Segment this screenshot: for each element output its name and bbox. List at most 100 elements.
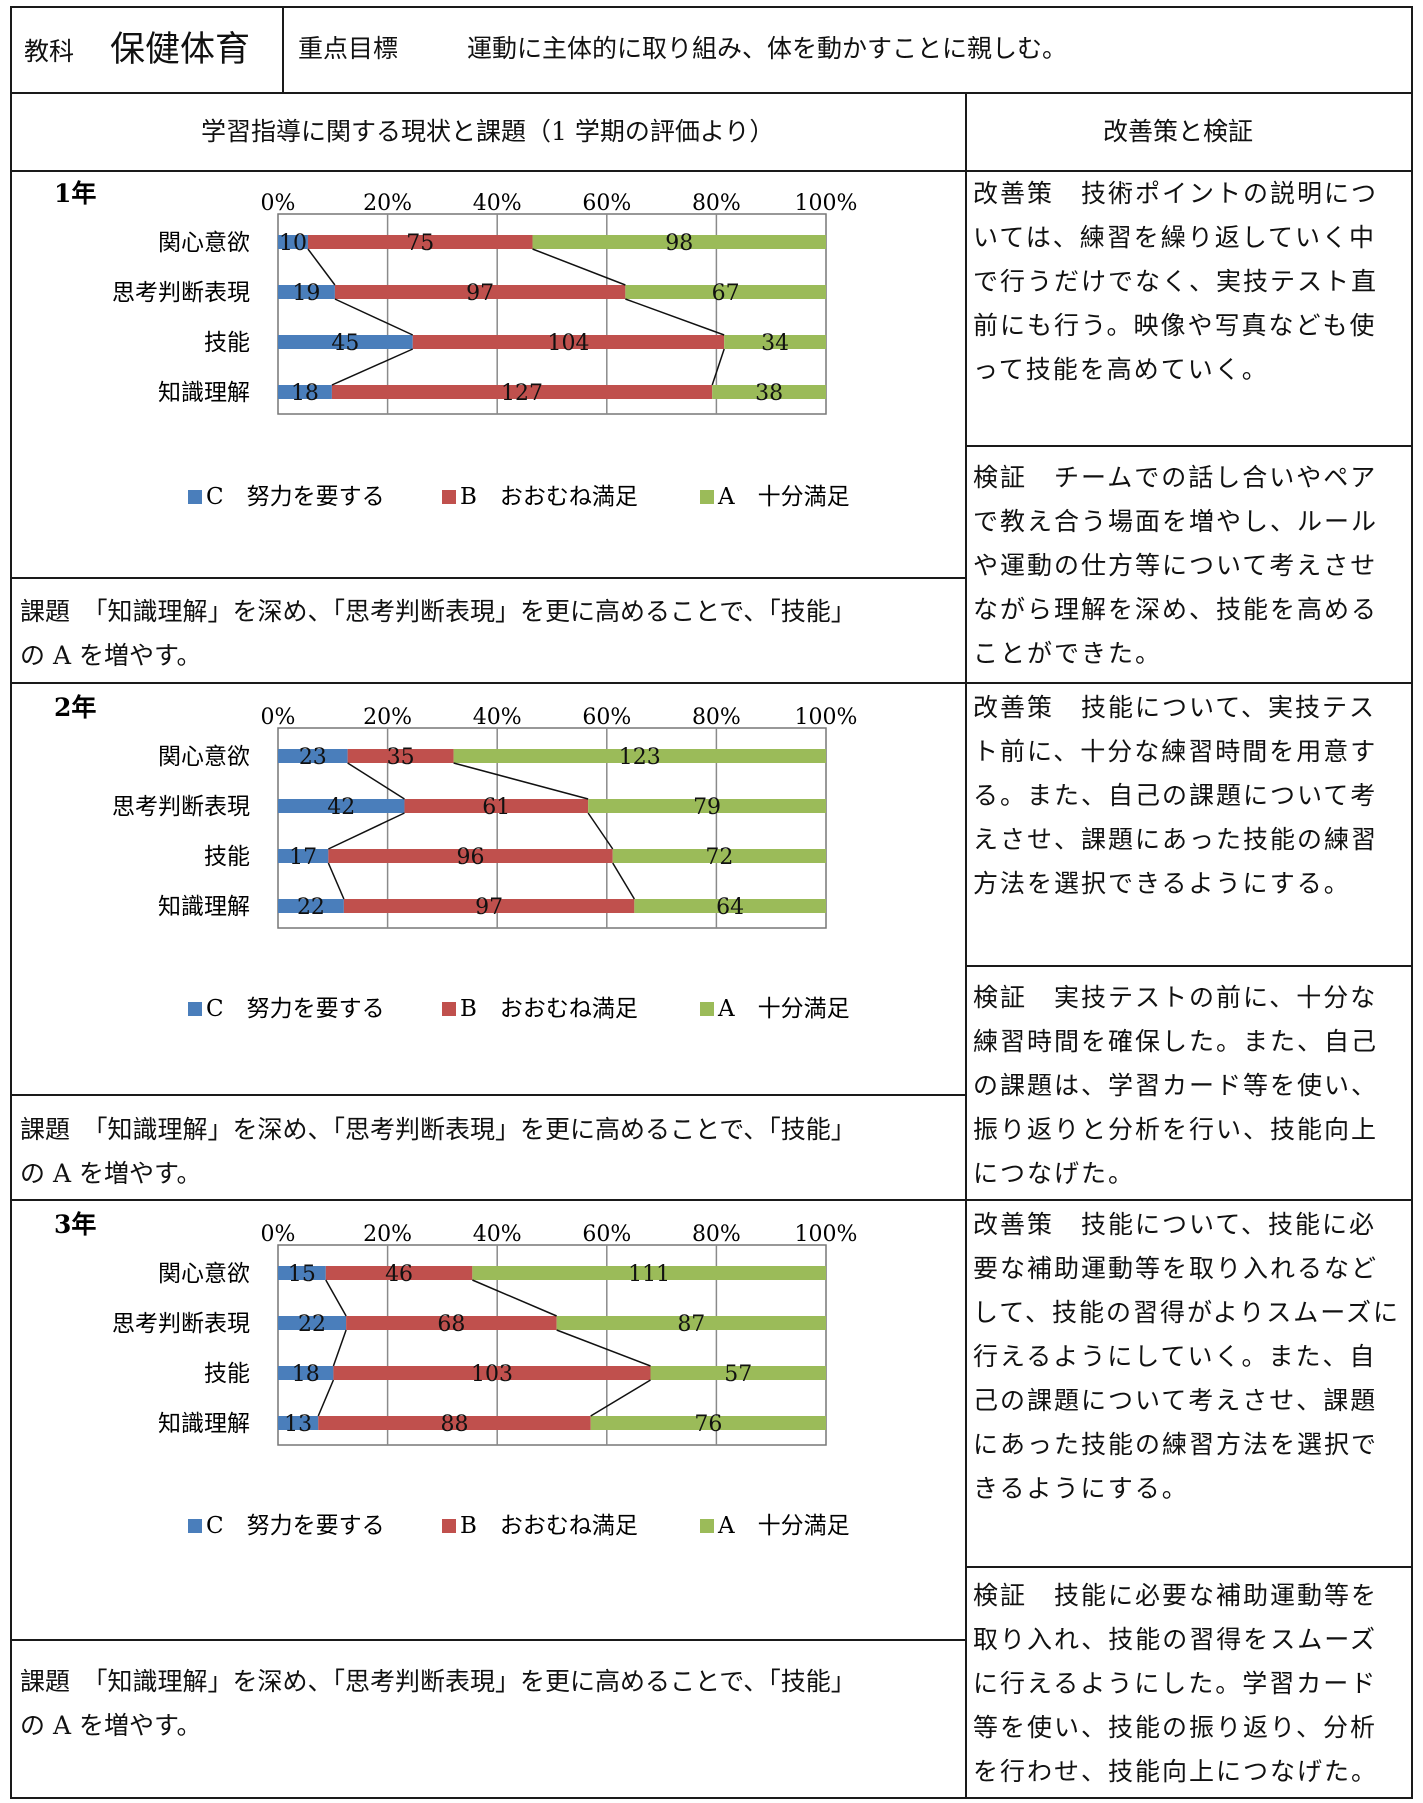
axis-tick-label: 0% (261, 191, 296, 216)
bar-C (278, 1316, 347, 1330)
series-connector-line (453, 762, 589, 800)
border-sec1-bottom (10, 682, 1413, 684)
data-label: 13 (284, 1412, 312, 1437)
legend-label: C 努力を要する (206, 484, 385, 510)
kaizen-grade-2: 改善策 技能について、実技テスト前に、十分な練習時間を用意する。また、自己の課題… (973, 693, 1379, 898)
bar-B (325, 1266, 473, 1280)
bar-A (590, 1416, 826, 1430)
axis-tick-label: 80% (692, 1222, 741, 1247)
legend-label: A 十分満足 (717, 484, 850, 510)
bar-B (343, 899, 635, 913)
data-label: 57 (724, 1362, 752, 1387)
border-colhead-bottom (10, 170, 1413, 172)
kensho-grade-1: 検証 チームでの話し合いやペアで教え合う場面を増やし、ルールや運動の仕方等につい… (973, 463, 1379, 668)
category-label: 思考判断表現 (112, 1311, 250, 1337)
kaizen-grade-1: 改善策 技術ポイントの説明については、練習を繰り返していく中で行うだけでなく、実… (973, 179, 1379, 384)
data-label: 10 (279, 231, 307, 256)
data-label: 45 (331, 331, 359, 356)
column-header-right: 改善策と検証 (1103, 117, 1254, 146)
category-label: 関心意欲 (158, 230, 250, 256)
kadai-line-2: の A を増やす。 (20, 641, 202, 670)
border-column-divider (965, 92, 967, 1799)
data-label: 87 (677, 1312, 705, 1337)
bar-C (278, 385, 332, 399)
legend-swatch-A (700, 490, 714, 504)
legend-label: A 十分満足 (717, 1513, 850, 1539)
series-connector-line (328, 812, 405, 850)
legend-label: B おおむね満足 (460, 484, 638, 510)
series-connector-line (307, 248, 336, 286)
axis-tick-label: 20% (363, 1222, 412, 1247)
data-label: 68 (437, 1312, 465, 1337)
legend-label: C 努力を要する (206, 1513, 385, 1539)
category-label: 技能 (204, 844, 250, 870)
bar-A (650, 1366, 826, 1380)
bar-A (453, 749, 826, 763)
axis-tick-label: 60% (582, 705, 631, 730)
kensho-grade-2: 検証 実技テストの前に、十分な練習時間を確保した。また、自己の課題は、学習カード… (973, 983, 1379, 1188)
kensho-grade-3: 検証 技能に必要な補助運動等を取り入れ、技能の習得をスムーズに行えるようにした。… (973, 1581, 1379, 1786)
series-connector-line (327, 862, 345, 900)
data-label: 46 (385, 1262, 413, 1287)
data-label: 88 (440, 1412, 468, 1437)
data-label: 64 (716, 895, 744, 920)
data-label: 97 (475, 895, 503, 920)
bar-A (625, 285, 826, 299)
axis-tick-label: 0% (261, 705, 296, 730)
axis-tick-label: 60% (582, 1222, 631, 1247)
chart-grade-2: 2年 0% 20% 40% 60% 80% 100% 関心意欲 23 35 123 思考判断表現 42 6… (54, 693, 858, 1022)
kadai-grade-3: 課題 「知識理解」を深め、「思考判断表現」を更に高めることで、「技能」 の A … (20, 1660, 965, 1748)
chart-grade-3: 3年 0% 20% 40% 60% 80% 100% 関心意欲 15 46 111 思考判断表現 22 6… (54, 1210, 858, 1539)
data-label: 35 (387, 745, 415, 770)
data-label: 42 (327, 795, 355, 820)
axis-tick-label: 40% (473, 191, 522, 216)
data-label: 103 (471, 1362, 513, 1387)
legend-swatch-B (442, 1002, 456, 1016)
category-label: 関心意欲 (158, 744, 250, 770)
data-label: 61 (482, 795, 510, 820)
data-label: 98 (665, 231, 693, 256)
data-label: 111 (628, 1262, 670, 1287)
category-label: 技能 (204, 330, 250, 356)
bar-A (724, 335, 826, 349)
bar-B (346, 1316, 557, 1330)
series-connector-line (556, 1329, 651, 1367)
data-label: 67 (712, 281, 740, 306)
series-connector-line (590, 1379, 651, 1417)
subject-name: 保健体育 (110, 30, 251, 70)
series-connector-line (325, 1279, 347, 1317)
bar-B (318, 1416, 591, 1430)
legend-swatch-B (442, 490, 456, 504)
category-label: 知識理解 (158, 1411, 250, 1437)
bar-A (612, 849, 826, 863)
bar-C (278, 749, 348, 763)
data-label: 15 (288, 1262, 316, 1287)
series-connector-line (347, 762, 405, 800)
bar-C (278, 899, 344, 913)
bar-B (333, 1366, 651, 1380)
bar-B (412, 335, 725, 349)
category-label: 技能 (204, 1361, 250, 1387)
bar-A (556, 1316, 826, 1330)
border-right (1411, 6, 1413, 1799)
bar-A (712, 385, 826, 399)
axis-tick-label: 100% (795, 1222, 858, 1247)
bar-A (634, 899, 826, 913)
grade-label: 2年 (54, 693, 96, 722)
bar-A (532, 235, 826, 249)
kadai-grade-1: 課題 「知識理解」を深め、「思考判断表現」を更に高めることで、「技能」 の A … (20, 590, 965, 678)
axis-tick-label: 100% (795, 705, 858, 730)
data-label: 104 (547, 331, 589, 356)
border-sec3-kadai (10, 1639, 967, 1641)
kaizen-grade-3: 改善策 技能について、技能に必要な補助運動等を取り入れるなどして、技能の習得がよ… (973, 1210, 1401, 1503)
legend-swatch-A (700, 1519, 714, 1533)
data-label: 38 (755, 381, 783, 406)
series-connector-line (331, 348, 414, 386)
legend-swatch-C (188, 490, 202, 504)
category-label: 関心意欲 (158, 1261, 250, 1287)
legend-label: B おおむね満足 (460, 996, 638, 1022)
data-label: 22 (298, 1312, 326, 1337)
legend-swatch-B (442, 1519, 456, 1533)
bar-C (278, 1366, 334, 1380)
border-sec2-bottom (10, 1199, 1413, 1201)
